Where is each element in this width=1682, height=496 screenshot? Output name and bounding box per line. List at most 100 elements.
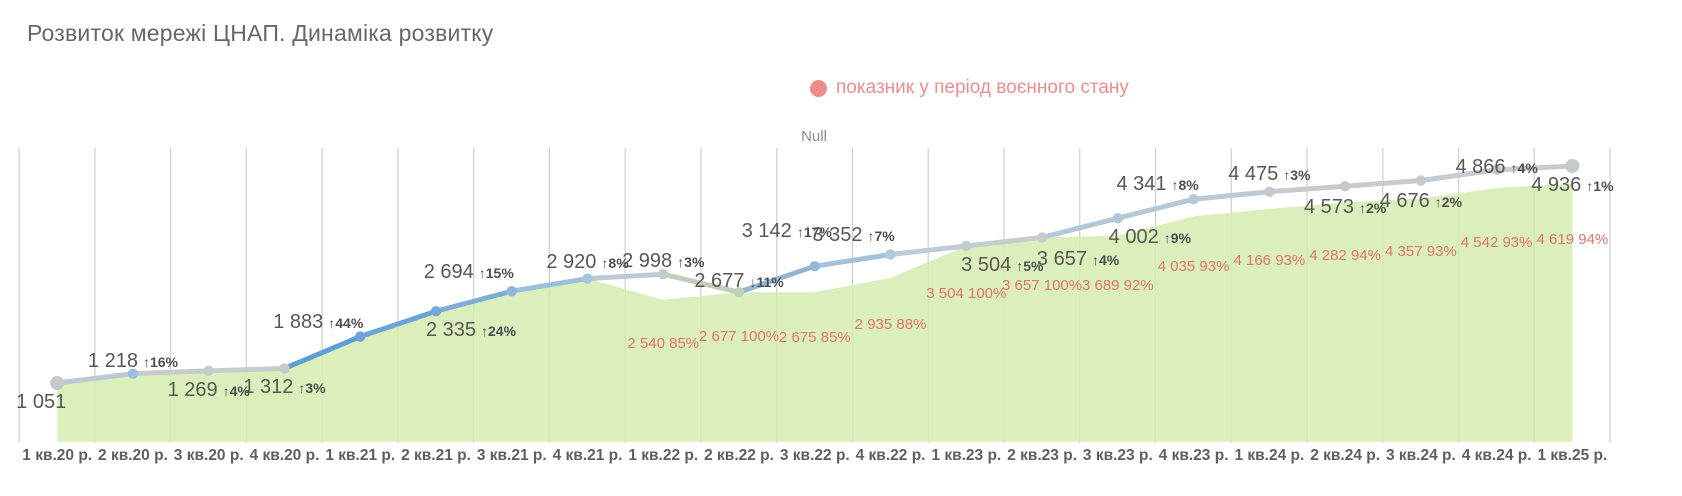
- trend-line-segment: [509, 276, 591, 294]
- x-axis-label: 1 кв.23 р.: [931, 447, 1002, 464]
- data-point-marker[interactable]: [1339, 181, 1351, 192]
- data-point-marker[interactable]: [1188, 194, 1199, 205]
- x-axis-label: 4 кв.24 р.: [1461, 447, 1532, 464]
- x-axis-label: 3 кв.24 р.: [1385, 447, 1456, 464]
- x-axis-label: 4 кв.22 р.: [855, 447, 926, 464]
- x-axis-label: 3 кв.20 р.: [173, 447, 244, 464]
- value-label: 3 504 ↑5%: [961, 253, 1044, 276]
- x-axis-label: 2 кв.21 р.: [401, 447, 471, 464]
- data-point-marker[interactable]: [961, 240, 972, 252]
- x-axis-label: 2 кв.22 р.: [704, 447, 774, 464]
- value-label: 3 142 ↑17%: [741, 220, 832, 243]
- value-label: 3 352 ↑7%: [812, 224, 895, 247]
- trend-line-segment: [130, 368, 212, 377]
- value-label: 1 051: [16, 390, 67, 413]
- value-label: 4 002 ↑9%: [1108, 226, 1191, 249]
- value-label: 4 676 ↑2%: [1379, 190, 1463, 213]
- trend-line-segment: [281, 334, 363, 371]
- data-point-marker[interactable]: [733, 286, 745, 298]
- value-label: 4 936 ↑1%: [1531, 173, 1614, 196]
- x-axis-label: 1 кв.22 р.: [628, 447, 699, 464]
- data-point-marker[interactable]: [658, 269, 669, 280]
- data-point-marker[interactable]: [355, 331, 366, 342]
- wartime-value-label: 2 540 85%: [627, 334, 700, 352]
- wartime-value-label: 4 542 93%: [1460, 233, 1533, 251]
- data-point-marker[interactable]: [279, 363, 290, 374]
- data-point-marker[interactable]: [203, 365, 214, 377]
- value-label: 2 694 ↑15%: [423, 261, 514, 284]
- data-point-marker[interactable]: [50, 375, 65, 390]
- x-axis-label: 4 кв.21 р.: [552, 447, 623, 464]
- trend-line-segment: [206, 365, 287, 374]
- x-axis-label: 3 кв.23 р.: [1082, 447, 1153, 464]
- wartime-value-label: 4 357 93%: [1385, 243, 1457, 261]
- x-axis-label: 3 кв.21 р.: [476, 447, 547, 464]
- trend-line-segment: [888, 243, 969, 257]
- wartime-value-label: 4 619 94%: [1536, 230, 1609, 248]
- data-point-marker[interactable]: [582, 273, 593, 284]
- wartime-value-label: 3 657 100%: [1002, 277, 1083, 295]
- data-point-marker[interactable]: [506, 286, 517, 297]
- pane-null-label: Null: [801, 128, 827, 145]
- data-point-marker[interactable]: [885, 249, 896, 260]
- legend-label: показник у період воєнного стану: [836, 77, 1129, 98]
- x-axis-label: 2 кв.23 р.: [1007, 447, 1077, 464]
- wartime-value-label: 2 675 85%: [778, 329, 851, 347]
- trend-line-segment: [1115, 196, 1197, 221]
- x-axis-label: 4 кв.20 р.: [249, 447, 320, 464]
- data-point-marker[interactable]: [1565, 158, 1580, 173]
- wartime-value-label: 3 689 92%: [1081, 276, 1154, 294]
- value-label: 4 866 ↑4%: [1455, 155, 1538, 178]
- wartime-area-series: [57, 183, 1573, 442]
- legend-wartime[interactable]: показник у період воєнного стану: [810, 77, 1129, 99]
- value-label: 2 998 ↑3%: [622, 250, 705, 273]
- wartime-value-label: 3 504 100%: [926, 284, 1007, 302]
- trend-line-segment: [357, 308, 439, 340]
- value-label: 4 341 ↑8%: [1116, 173, 1199, 196]
- x-axis-label: 1 кв.20 р.: [22, 447, 93, 464]
- trend-line-segment: [433, 288, 515, 314]
- value-label: 4 475 ↑3%: [1228, 162, 1311, 185]
- data-point-marker[interactable]: [1112, 212, 1124, 224]
- x-axis-label: 1 кв.24 р.: [1234, 447, 1305, 464]
- value-label: 4 573 ↑2%: [1303, 196, 1387, 219]
- trend-line-segment: [1266, 183, 1348, 195]
- data-point-marker[interactable]: [1491, 164, 1502, 176]
- x-axis-label: 1 кв.25 р.: [1537, 447, 1608, 464]
- wartime-value-label: 4 166 93%: [1233, 251, 1306, 269]
- x-axis-label: 2 кв.24 р.: [1310, 447, 1381, 464]
- legend-dot-icon: [810, 79, 827, 97]
- x-axis-label: 3 кв.22 р.: [779, 447, 850, 464]
- data-point-marker[interactable]: [1264, 186, 1275, 197]
- data-point-marker[interactable]: [430, 306, 442, 317]
- x-axis-label: 2 кв.20 р.: [98, 447, 168, 464]
- chart-title: Розвиток мережі ЦНАП. Динаміка розвитку: [27, 20, 494, 46]
- data-point-marker[interactable]: [1415, 175, 1427, 186]
- trend-line-segment: [585, 271, 666, 282]
- data-point-marker[interactable]: [1036, 232, 1048, 243]
- wartime-value-label: 2 677 100%: [698, 328, 780, 346]
- x-axis-label: 4 кв.23 р.: [1158, 447, 1229, 464]
- x-axis-label: 1 кв.21 р.: [325, 447, 396, 464]
- value-label: 1 269 ↑4%: [167, 378, 250, 401]
- data-point-marker[interactable]: [809, 260, 820, 272]
- trend-line-segment: [1191, 189, 1272, 202]
- trend-line-segment: [660, 271, 742, 295]
- trend-line-segment: [1342, 177, 1424, 189]
- data-point-marker[interactable]: [127, 368, 139, 379]
- value-label: 1 883 ↑44%: [273, 310, 364, 333]
- wartime-value-label: 4 035 93%: [1157, 258, 1230, 276]
- value-label: 2 920 ↑8%: [546, 250, 629, 273]
- trend-line-segment: [1039, 215, 1121, 240]
- value-label: 2 677 ↓11%: [694, 270, 784, 293]
- trend-line-segment: [963, 234, 1045, 249]
- value-label: 3 657 ↑4%: [1036, 248, 1120, 271]
- trend-line-segment: [736, 263, 818, 295]
- trend-line-segment: [812, 251, 894, 269]
- wartime-value-label: 4 282 94%: [1309, 246, 1381, 264]
- value-label: 2 335 ↑24%: [425, 319, 517, 342]
- wartime-value-label: 2 935 88%: [854, 315, 927, 333]
